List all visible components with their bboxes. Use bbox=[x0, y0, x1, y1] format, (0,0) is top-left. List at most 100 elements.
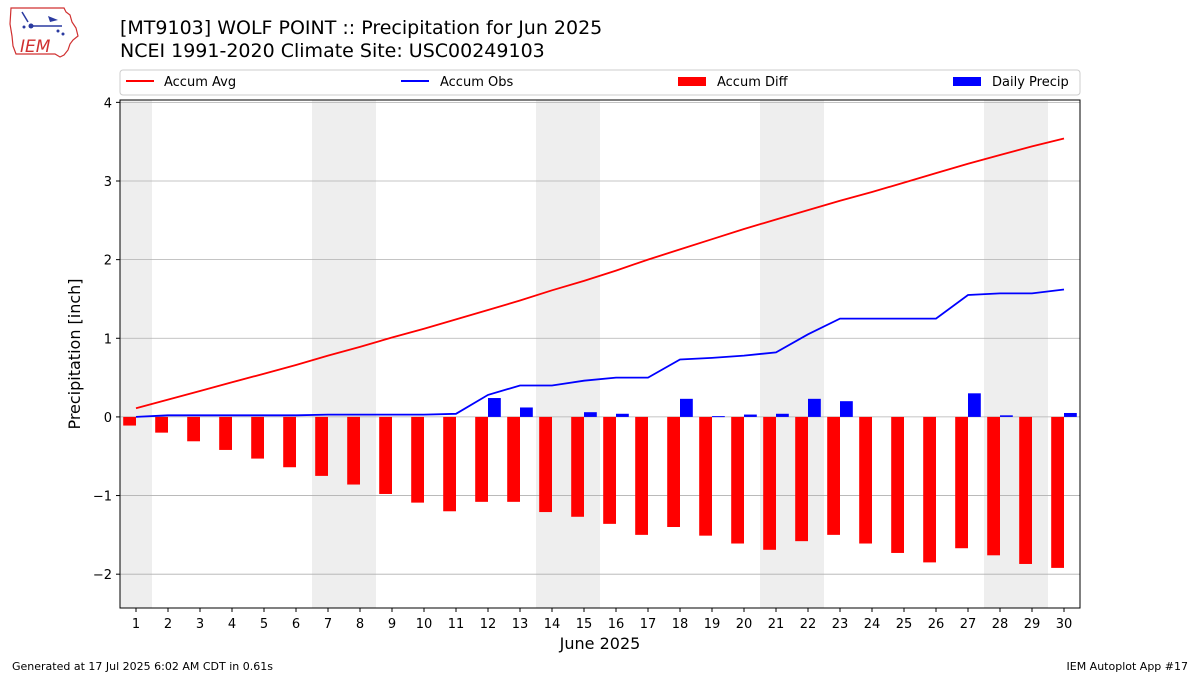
legend-label-accum-obs: Accum Obs bbox=[440, 75, 513, 90]
daily-precip-bar bbox=[1000, 415, 1013, 417]
legend-label-daily-precip: Daily Precip bbox=[992, 75, 1069, 90]
y-gridlines bbox=[120, 101, 1080, 575]
y-tick-label: −1 bbox=[93, 490, 112, 505]
accum-diff-bar bbox=[475, 416, 488, 502]
legend-label-accum-diff: Accum Diff bbox=[717, 75, 789, 90]
daily-precip-bar bbox=[968, 393, 981, 417]
accum-diff-bar bbox=[667, 416, 680, 528]
x-tick-label: 9 bbox=[388, 617, 396, 632]
accum-diff-bar bbox=[411, 416, 424, 503]
accum-diff-bar bbox=[219, 416, 232, 450]
weekend-shade-1 bbox=[120, 100, 152, 608]
x-tick-label: 26 bbox=[928, 617, 945, 632]
daily-precip-bars bbox=[488, 393, 1077, 418]
x-tick-label: 13 bbox=[512, 617, 529, 632]
accum-diff-bar bbox=[1051, 416, 1064, 568]
x-tick-label: 16 bbox=[608, 617, 625, 632]
y-tick-label: −2 bbox=[93, 568, 112, 583]
accum-diff-bar bbox=[923, 416, 936, 563]
accum-diff-bar bbox=[1019, 416, 1032, 564]
x-tick-label: 25 bbox=[896, 617, 913, 632]
x-tick-label: 11 bbox=[448, 617, 465, 632]
accum-diff-bar bbox=[283, 416, 296, 468]
x-tick-label: 24 bbox=[864, 617, 881, 632]
legend-swatch-daily-precip bbox=[953, 77, 981, 86]
weekend-shade-14 bbox=[536, 100, 568, 608]
y-tick-label: 3 bbox=[104, 175, 112, 190]
x-tick-label: 22 bbox=[800, 617, 817, 632]
daily-precip-bar bbox=[616, 413, 629, 417]
x-tick-label: 8 bbox=[356, 617, 364, 632]
x-tick-label: 27 bbox=[960, 617, 977, 632]
x-tick-label: 17 bbox=[640, 617, 657, 632]
x-tick-label: 3 bbox=[196, 617, 204, 632]
accum-diff-bar bbox=[763, 416, 776, 550]
x-tick-label: 14 bbox=[544, 617, 561, 632]
daily-precip-bar bbox=[840, 401, 853, 417]
accum-diff-bar bbox=[347, 416, 360, 485]
x-tick-label: 29 bbox=[1024, 617, 1041, 632]
accum-avg-line bbox=[135, 137, 1065, 410]
accum-obs-line bbox=[135, 288, 1065, 418]
x-axis-ticks: 1 2 3 4 5 6 7 8 9 10 11 12 13 14 15 16 17 18 19 20 21 22 23 24 2… bbox=[132, 608, 1072, 632]
plot-frame bbox=[119, 99, 1081, 609]
x-tick-label: 30 bbox=[1056, 617, 1073, 632]
y-tick-label: 0 bbox=[104, 411, 112, 426]
y-tick-label: 2 bbox=[104, 254, 112, 269]
daily-precip-bar bbox=[520, 407, 533, 417]
daily-precip-bar bbox=[744, 414, 757, 417]
x-tick-label: 10 bbox=[416, 617, 433, 632]
app-credit: IEM Autoplot App #17 bbox=[1066, 660, 1189, 673]
accum-diff-bar bbox=[539, 416, 552, 513]
weekend-shade-8 bbox=[344, 100, 376, 608]
x-tick-label: 21 bbox=[768, 617, 785, 632]
x-tick-label: 28 bbox=[992, 617, 1009, 632]
y-axis-ticks: −2 −1 0 1 2 3 4 bbox=[93, 96, 120, 583]
legend-label-accum-avg: Accum Avg bbox=[164, 75, 236, 90]
generated-timestamp: Generated at 17 Jul 2025 6:02 AM CDT in … bbox=[12, 660, 273, 673]
weekend-shade-7 bbox=[312, 100, 344, 608]
y-axis-label: Precipitation [inch] bbox=[65, 278, 84, 429]
x-tick-label: 1 bbox=[132, 617, 140, 632]
accum-diff-bar bbox=[315, 416, 328, 476]
logo-text: IEM bbox=[20, 37, 51, 57]
legend-swatch-accum-diff bbox=[678, 77, 706, 86]
daily-precip-bar bbox=[808, 398, 821, 417]
accum-diff-bar bbox=[507, 416, 520, 502]
accum-diff-bar bbox=[379, 416, 392, 494]
accum-diff-bar bbox=[187, 416, 200, 442]
daily-precip-bar bbox=[680, 398, 693, 417]
x-tick-label: 23 bbox=[832, 617, 849, 632]
x-tick-label: 2 bbox=[164, 617, 172, 632]
x-axis-label: June 2025 bbox=[559, 634, 641, 653]
chart-title: [MT9103] WOLF POINT :: Precipitation for… bbox=[120, 17, 603, 39]
weekend-shade-15 bbox=[568, 100, 600, 608]
x-tick-label: 7 bbox=[324, 617, 332, 632]
accum-diff-bar bbox=[635, 416, 648, 535]
daily-precip-bar bbox=[584, 412, 597, 417]
accum-diff-bar bbox=[859, 416, 872, 544]
accum-diff-bar bbox=[795, 416, 808, 542]
accum-diff-bar bbox=[987, 416, 1000, 556]
accum-diff-bar bbox=[731, 416, 744, 544]
accum-diff-bar bbox=[251, 416, 264, 459]
weekend-shading bbox=[120, 100, 1048, 608]
accum-diff-bar bbox=[891, 416, 904, 553]
iem-logo: IEM bbox=[9, 7, 79, 58]
x-tick-label: 4 bbox=[228, 617, 236, 632]
accum-diff-bar bbox=[827, 416, 840, 535]
x-tick-label: 12 bbox=[480, 617, 497, 632]
daily-precip-bar bbox=[776, 413, 789, 417]
accum-diff-bar bbox=[123, 416, 136, 426]
daily-precip-bar bbox=[1064, 412, 1077, 417]
y-tick-label: 1 bbox=[104, 332, 112, 347]
daily-precip-bar bbox=[488, 398, 501, 417]
legend: Accum Avg Accum Obs Accum Diff Daily Pre… bbox=[119, 69, 1081, 96]
accum-diff-bar bbox=[955, 416, 968, 549]
accum-diff-bar bbox=[571, 416, 584, 517]
daily-precip-bar bbox=[712, 416, 725, 418]
accum-diff-bar bbox=[155, 416, 168, 433]
y-tick-label: 4 bbox=[104, 96, 112, 111]
chart-subtitle: NCEI 1991-2020 Climate Site: USC00249103 bbox=[120, 40, 545, 62]
